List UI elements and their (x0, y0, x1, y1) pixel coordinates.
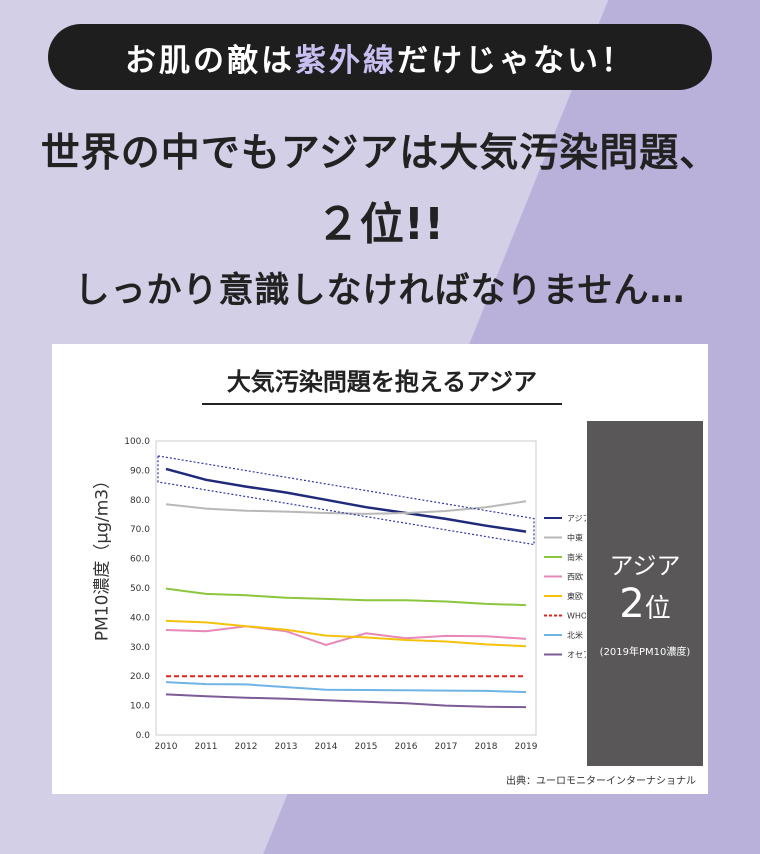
rank-unit: 位 (644, 594, 671, 624)
x-tick-label: 2017 (435, 742, 458, 752)
series-line (165, 625, 527, 647)
x-tick-label: 2013 (275, 742, 298, 752)
rank-number: 2 (619, 581, 645, 627)
x-tick-label: 2018 (475, 742, 498, 752)
chart-card: 大気汚染問題を抱えるアジア PM10濃度（μg/m3） 0.0 10.0 20.0 3… (52, 344, 708, 794)
series-line (165, 681, 527, 694)
headline-line-1: 世界の中でもアジアは大気汚染問題、 (40, 131, 720, 176)
pill-highlight: 紫外線 (295, 42, 397, 79)
legend-label: 中東・アフリカ (567, 533, 586, 543)
y-tick-label: 70.0 (130, 525, 150, 535)
x-tick-label: 2016 (395, 742, 418, 752)
chart-title: 大気汚染問題を抱えるアジア (202, 362, 562, 405)
legend-label: WHO推奨基準 (567, 611, 586, 621)
headline-line-3: しっかり意識しなければなりません… (74, 271, 686, 311)
y-tick-label: 50.0 (130, 584, 150, 594)
rank-note: (2019年PM10濃度) (599, 647, 691, 658)
pill-suffix: だけじゃない！ (397, 42, 635, 79)
legend-label: 北米 (567, 630, 583, 640)
x-tick-label: 2019 (515, 742, 538, 752)
legend-label: アジア (567, 514, 586, 523)
plot-frame (155, 440, 537, 736)
legend-label: 東欧 (567, 591, 583, 601)
x-tick-label: 2010 (155, 742, 178, 752)
series-line (165, 619, 527, 648)
x-tick-label: 2011 (195, 742, 218, 752)
y-tick-label: 10.0 (130, 702, 150, 712)
highlight-box (157, 455, 535, 546)
series-line (165, 467, 527, 533)
x-tick-label: 2012 (235, 742, 258, 752)
y-tick-label: 80.0 (130, 496, 150, 506)
y-tick-label: 0.0 (136, 731, 151, 741)
rank-panel: アジア 2位 (2019年PM10濃度) (587, 421, 703, 766)
source-credit: 出典：ユーロモニターインターナショナル (506, 776, 696, 787)
legend-label: 南米 (567, 552, 583, 562)
x-tick-label: 2015 (355, 742, 378, 752)
pill-prefix: お肌の敵は (125, 42, 295, 79)
legend-label: オセアニア (567, 651, 586, 660)
series-line (165, 693, 527, 709)
rank-position: 2位 (587, 581, 703, 627)
y-tick-label: 30.0 (130, 643, 150, 653)
headline-line-2: ２位!! (315, 199, 445, 250)
y-tick-label: 20.0 (130, 672, 150, 682)
headline-pill: お肌の敵は 紫外線 だけじゃない！ (48, 24, 712, 90)
y-tick-label: 40.0 (130, 613, 150, 623)
y-tick-label: 60.0 (130, 555, 150, 565)
y-tick-label: 100.0 (124, 437, 150, 447)
x-tick-label: 2014 (315, 742, 338, 752)
legend-label: 西欧 (567, 572, 583, 582)
series-line (165, 587, 527, 607)
line-chart: 0.0 10.0 20.0 30.0 40.0 50.0 60.0 70.0 80.0 90.0 1… (124, 437, 586, 752)
y-tick-label: 90.0 (130, 466, 150, 476)
rank-region: アジア (609, 552, 681, 580)
